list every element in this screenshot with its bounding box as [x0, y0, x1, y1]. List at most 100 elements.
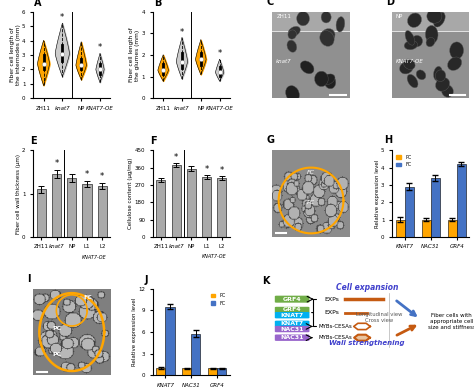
Bar — [52, 174, 61, 237]
Ellipse shape — [322, 74, 335, 84]
Ellipse shape — [407, 74, 418, 88]
Ellipse shape — [286, 86, 300, 102]
Ellipse shape — [404, 41, 418, 50]
Text: *: * — [218, 49, 222, 58]
Text: FC: FC — [307, 170, 315, 176]
Bar — [218, 178, 227, 237]
Text: *: * — [98, 43, 102, 52]
Polygon shape — [354, 335, 370, 341]
Bar — [208, 368, 218, 375]
Text: NAC31: NAC31 — [281, 326, 304, 332]
Bar — [67, 178, 76, 237]
Text: A: A — [34, 0, 42, 8]
Text: EXPs: EXPs — [324, 297, 339, 302]
Bar — [156, 180, 165, 237]
Ellipse shape — [405, 30, 415, 45]
Ellipse shape — [400, 62, 413, 74]
Bar — [187, 169, 196, 237]
Bar — [456, 164, 466, 237]
Ellipse shape — [301, 61, 314, 74]
Ellipse shape — [288, 30, 296, 39]
Ellipse shape — [297, 11, 310, 26]
Bar — [191, 334, 201, 375]
Text: NAC31: NAC31 — [281, 335, 304, 340]
Text: KNAT7-OE: KNAT7-OE — [82, 255, 107, 260]
Text: KNAT7: KNAT7 — [281, 321, 304, 326]
FancyBboxPatch shape — [275, 296, 310, 303]
Ellipse shape — [436, 77, 450, 91]
Text: Fiber cells with
appropriate cell
size and stiffness: Fiber cells with appropriate cell size a… — [428, 313, 474, 330]
Text: *: * — [174, 152, 178, 161]
Text: KNAT7-OE: KNAT7-OE — [396, 59, 424, 65]
Text: EXPs: EXPs — [324, 310, 339, 315]
Ellipse shape — [416, 70, 426, 80]
Text: Longitudinal view: Longitudinal view — [356, 312, 402, 317]
Bar — [98, 186, 107, 237]
Text: J: J — [145, 275, 148, 285]
Text: *: * — [180, 28, 184, 37]
Text: Wall strengthening: Wall strengthening — [329, 340, 405, 346]
Text: *: * — [60, 13, 64, 22]
Ellipse shape — [435, 70, 446, 82]
FancyBboxPatch shape — [249, 0, 373, 79]
Text: H: H — [384, 135, 392, 145]
Bar — [82, 184, 91, 237]
Text: PC: PC — [53, 352, 62, 357]
Ellipse shape — [447, 57, 462, 70]
Text: *: * — [205, 165, 209, 174]
Text: KNAT7-OE: KNAT7-OE — [202, 254, 227, 259]
Text: PC: PC — [53, 326, 62, 331]
Ellipse shape — [411, 36, 422, 47]
Text: D: D — [386, 0, 394, 7]
Legend: PC, FC: PC, FC — [209, 291, 228, 308]
Ellipse shape — [434, 12, 445, 27]
Text: F: F — [150, 136, 157, 147]
FancyBboxPatch shape — [275, 312, 310, 318]
Text: G: G — [266, 135, 274, 145]
Y-axis label: Fiber cell wall thickness (μm): Fiber cell wall thickness (μm) — [16, 154, 21, 233]
Text: Cross view: Cross view — [365, 318, 393, 323]
FancyBboxPatch shape — [275, 307, 310, 313]
Y-axis label: Relative expression level: Relative expression level — [374, 160, 380, 228]
Ellipse shape — [287, 40, 297, 52]
Bar — [396, 219, 405, 237]
FancyBboxPatch shape — [369, 0, 474, 79]
Ellipse shape — [336, 17, 345, 32]
Ellipse shape — [315, 71, 328, 86]
Y-axis label: Fiber cell length of
the internodes (mm): Fiber cell length of the internodes (mm) — [10, 25, 21, 86]
Y-axis label: Cellulose content (μg/mg): Cellulose content (μg/mg) — [128, 158, 133, 229]
FancyBboxPatch shape — [249, 31, 373, 124]
Bar — [156, 368, 165, 375]
Ellipse shape — [288, 26, 301, 37]
Text: B: B — [154, 0, 161, 8]
Ellipse shape — [324, 74, 336, 89]
Text: NP: NP — [396, 14, 403, 19]
Text: GRF4: GRF4 — [283, 297, 301, 302]
Text: knat7: knat7 — [276, 59, 292, 65]
Ellipse shape — [321, 29, 335, 42]
Bar — [218, 368, 227, 375]
Bar — [431, 178, 440, 237]
Text: *: * — [220, 166, 224, 175]
Legend: PC, FC: PC, FC — [394, 153, 413, 169]
Bar — [405, 187, 414, 237]
FancyBboxPatch shape — [275, 326, 310, 332]
Text: K: K — [263, 276, 270, 285]
Text: Cell expansion: Cell expansion — [336, 283, 398, 292]
Text: I: I — [27, 274, 30, 284]
Text: ZH11: ZH11 — [276, 14, 291, 19]
Text: E: E — [31, 136, 37, 146]
Polygon shape — [354, 323, 370, 330]
Ellipse shape — [403, 59, 415, 70]
Bar — [447, 219, 456, 237]
Ellipse shape — [320, 30, 334, 46]
FancyBboxPatch shape — [369, 31, 474, 124]
Bar — [36, 189, 46, 237]
Bar — [182, 368, 191, 375]
Text: *: * — [100, 172, 104, 181]
Text: C: C — [266, 0, 273, 7]
Ellipse shape — [408, 13, 421, 27]
Text: MYBs-CESAs: MYBs-CESAs — [319, 335, 352, 340]
Bar — [421, 219, 431, 237]
Ellipse shape — [442, 85, 453, 97]
